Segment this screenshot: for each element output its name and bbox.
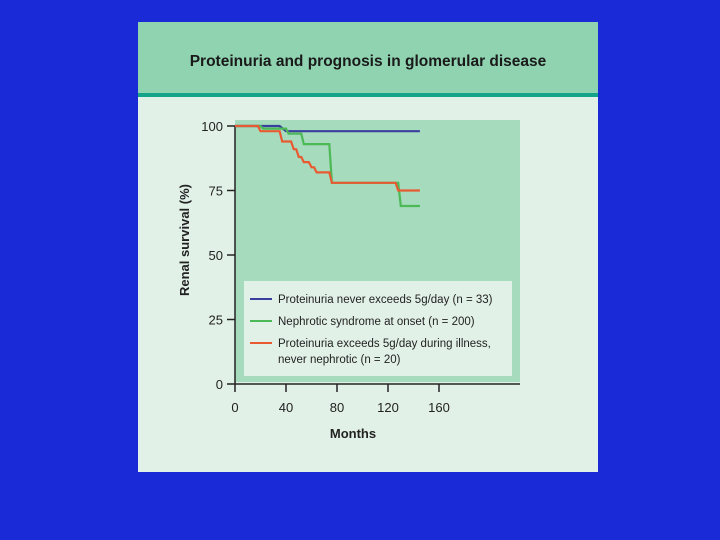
legend-label-1: Nephrotic syndrome at onset (n = 200) <box>278 316 475 328</box>
series-line-2 <box>235 124 420 192</box>
y-tick-label-25: 25 <box>209 313 223 328</box>
legend-label-2b: never nephrotic (n = 20) <box>278 354 401 366</box>
legend-label-2a: Proteinuria exceeds 5g/day during illnes… <box>278 338 491 350</box>
y-tick-label-0: 0 <box>216 377 223 392</box>
x-tick-label-80: 80 <box>330 400 344 415</box>
legend-label-0: Proteinuria never exceeds 5g/day (n = 33… <box>278 294 493 306</box>
y-tick-label-75: 75 <box>209 184 223 199</box>
title-divider <box>138 93 598 97</box>
y-tick-label-50: 50 <box>209 248 223 263</box>
x-tick-label-40: 40 <box>279 400 293 415</box>
x-tick-label-160: 160 <box>428 400 450 415</box>
slide-panel: Proteinuria and prognosis in glomerular … <box>138 22 598 472</box>
chart-svg: 0 25 50 75 100 0 40 80 120 160 Months Renal surv… <box>177 119 520 441</box>
x-axis-title: Months <box>330 426 376 441</box>
series-line-1 <box>235 124 420 208</box>
legend-box <box>244 281 512 376</box>
x-tick-label-0: 0 <box>231 400 238 415</box>
x-tick-label-120: 120 <box>377 400 399 415</box>
legend: Proteinuria never exceeds 5g/day (n = 33… <box>244 281 512 376</box>
title-banner <box>138 22 598 93</box>
y-tick-label-100: 100 <box>201 119 223 134</box>
y-axis-title: Renal survival (%) <box>177 184 192 296</box>
chart-title: Proteinuria and prognosis in glomerular … <box>189 53 547 70</box>
